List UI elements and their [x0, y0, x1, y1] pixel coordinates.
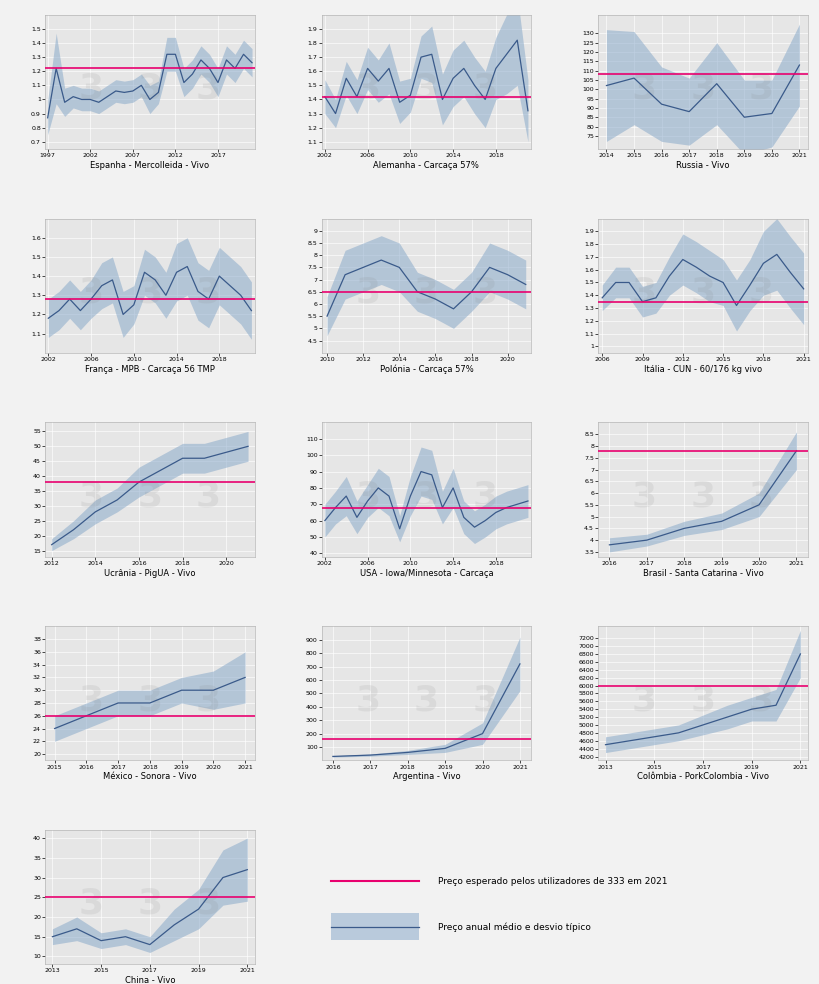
Text: 3: 3: [748, 72, 773, 105]
Text: 3: 3: [690, 683, 715, 717]
Text: 3: 3: [137, 479, 162, 514]
X-axis label: Polónia - Carcaça 57%: Polónia - Carcaça 57%: [379, 365, 473, 374]
X-axis label: França - MPB - Carcaça 56 TMP: França - MPB - Carcaça 56 TMP: [85, 365, 215, 374]
Text: 3: 3: [748, 683, 773, 717]
Text: 3: 3: [79, 276, 104, 309]
Text: 3: 3: [196, 887, 221, 921]
Text: 3: 3: [690, 479, 715, 514]
Text: 3: 3: [79, 887, 104, 921]
Point: [414, 921, 423, 933]
FancyBboxPatch shape: [331, 913, 419, 940]
Text: 3: 3: [414, 72, 438, 105]
X-axis label: México - Sonora - Vivo: México - Sonora - Vivo: [103, 772, 197, 781]
X-axis label: Colômbia - PorkColombia - Vivo: Colômbia - PorkColombia - Vivo: [636, 772, 768, 781]
Point: [326, 921, 336, 933]
Text: 3: 3: [414, 276, 438, 309]
Text: 3: 3: [79, 683, 104, 717]
Text: 3: 3: [414, 479, 438, 514]
Point: [326, 875, 336, 887]
Text: 3: 3: [472, 479, 497, 514]
Text: 3: 3: [355, 276, 380, 309]
Text: 3: 3: [631, 276, 656, 309]
Text: 3: 3: [631, 479, 656, 514]
X-axis label: Itália - CUN - 60/176 kg vivo: Itália - CUN - 60/176 kg vivo: [643, 365, 761, 374]
Text: 3: 3: [472, 72, 497, 105]
Text: 3: 3: [355, 72, 380, 105]
Text: 3: 3: [690, 72, 715, 105]
Text: 3: 3: [196, 479, 221, 514]
Point: [414, 875, 423, 887]
Text: 3: 3: [355, 683, 380, 717]
X-axis label: Espanha - Mercolleida - Vivo: Espanha - Mercolleida - Vivo: [90, 160, 209, 170]
Text: 3: 3: [631, 72, 656, 105]
X-axis label: Brasil - Santa Catarina - Vivo: Brasil - Santa Catarina - Vivo: [642, 569, 762, 578]
Text: Preço esperado pelos utilizadores de 333 em 2021: Preço esperado pelos utilizadores de 333…: [438, 877, 667, 886]
Text: 3: 3: [414, 683, 438, 717]
X-axis label: Alemanha - Carcaça 57%: Alemanha - Carcaça 57%: [373, 160, 479, 170]
Text: 3: 3: [748, 479, 773, 514]
Text: 3: 3: [631, 683, 656, 717]
X-axis label: USA - Iowa/Minnesota - Carcaça: USA - Iowa/Minnesota - Carcaça: [360, 569, 492, 578]
X-axis label: Argentina - Vivo: Argentina - Vivo: [392, 772, 459, 781]
Text: 3: 3: [79, 72, 104, 105]
Text: Preço anual médio e desvio típico: Preço anual médio e desvio típico: [438, 922, 590, 932]
Text: 3: 3: [355, 479, 380, 514]
X-axis label: Russia - Vivo: Russia - Vivo: [676, 160, 729, 170]
Text: 3: 3: [137, 72, 162, 105]
Text: 3: 3: [748, 276, 773, 309]
X-axis label: China - Vivo: China - Vivo: [124, 976, 175, 984]
Text: 3: 3: [472, 683, 497, 717]
Text: 3: 3: [690, 276, 715, 309]
Text: 3: 3: [196, 683, 221, 717]
Text: 3: 3: [196, 276, 221, 309]
Text: 3: 3: [137, 683, 162, 717]
Text: 3: 3: [79, 479, 104, 514]
X-axis label: Ucrânia - PigUA - Vivo: Ucrânia - PigUA - Vivo: [104, 569, 196, 578]
Text: 3: 3: [196, 72, 221, 105]
Text: 3: 3: [137, 887, 162, 921]
Text: 3: 3: [472, 276, 497, 309]
Text: 3: 3: [137, 276, 162, 309]
